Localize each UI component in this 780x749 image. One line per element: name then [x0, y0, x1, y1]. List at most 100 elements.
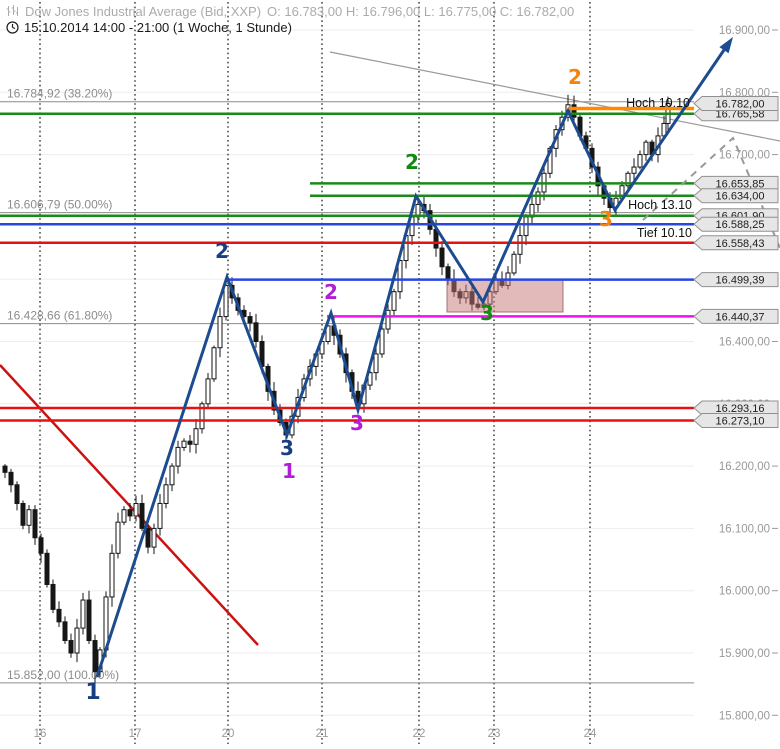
candle-body	[2, 465, 8, 473]
candle-body	[127, 509, 133, 517]
x-axis-label: 23	[488, 728, 501, 740]
candle-body	[253, 322, 259, 342]
candle-body	[92, 640, 98, 673]
wave-label-navy-2[interactable]: 2	[215, 239, 229, 263]
price-tag-value: 16.653,85	[716, 178, 765, 190]
candle-body	[637, 154, 643, 168]
candle-body	[163, 484, 169, 504]
candle-body	[62, 621, 68, 642]
price-tag-value: 16.634,00	[716, 191, 765, 203]
ohlc-values: O: 16.783,00 H: 16.796,00 L: 16.775,00 C…	[267, 3, 575, 19]
candle-body	[133, 502, 139, 517]
candle-body	[187, 440, 193, 445]
x-axis-label: 20	[222, 728, 235, 740]
level-annotation: Tief 10.10	[637, 226, 692, 240]
price-tag[interactable]	[693, 216, 779, 232]
instrument-name: Dow Jones Industrial Average (Bid, XXP)	[25, 3, 262, 19]
wave-label-orange-3[interactable]: 3	[599, 207, 613, 231]
wave-label-navy-1[interactable]: 1	[85, 680, 100, 705]
wave-label-green-3[interactable]: 3	[480, 301, 494, 325]
timeframe-label: 15.10.2014 14:00 - 21:00 (1 Woche, 1 Stu…	[24, 19, 292, 35]
candle-body	[205, 378, 211, 405]
price-tag-value: 16.273,10	[716, 416, 765, 428]
candle-body	[223, 284, 229, 318]
candle-body	[373, 353, 379, 374]
price-tag[interactable]	[693, 272, 779, 288]
candle-body	[109, 552, 115, 598]
candlestick-icon	[6, 5, 18, 16]
candle-body	[199, 403, 205, 430]
candle-body	[439, 247, 445, 268]
y-axis-label: 16.000,00	[719, 586, 770, 598]
y-axis-label: 15.900,00	[719, 648, 770, 660]
candle-body	[325, 325, 331, 342]
price-tag[interactable]	[693, 188, 779, 204]
wave-label-purple-2[interactable]: 2	[324, 280, 338, 304]
wave-label-orange-2[interactable]: 2	[568, 65, 582, 89]
candle-body	[643, 141, 649, 156]
red-trendline[interactable]	[0, 364, 259, 646]
price-tag-value: 16.782,00	[716, 99, 765, 111]
candle-body	[26, 509, 32, 526]
price-tag-value: 16.293,16	[716, 403, 765, 415]
price-tag-value: 16.499,39	[716, 275, 765, 287]
candle-body	[151, 527, 157, 548]
wave-label-purple-3[interactable]: 3	[350, 411, 364, 435]
wave-label-navy-3[interactable]: 3	[280, 436, 294, 460]
candle-body	[625, 172, 631, 187]
candle-body	[68, 640, 74, 654]
fib-label: 16.606,79 (50.00%)	[7, 198, 112, 212]
wave-label-purple-1[interactable]: 1	[282, 459, 296, 483]
x-axis-label: 16	[34, 728, 47, 740]
candle-body	[247, 316, 253, 324]
y-axis-label: 16.100,00	[719, 523, 770, 535]
y-axis-label: 16.700,00	[719, 150, 770, 162]
level-annotation: Hoch 13.10	[628, 198, 692, 212]
candle-body	[32, 509, 38, 539]
price-tag[interactable]	[693, 175, 779, 191]
x-axis-label: 21	[316, 728, 329, 740]
price-tag[interactable]	[693, 413, 779, 429]
chart-titlebar: Dow Jones Industrial Average (Bid, XXP) …	[6, 3, 574, 19]
price-tag[interactable]	[693, 235, 779, 251]
price-tag[interactable]	[693, 400, 779, 416]
candle-body	[38, 537, 44, 554]
candle-body	[20, 502, 26, 526]
candle-body	[44, 552, 50, 585]
candle-body	[571, 104, 577, 118]
candle-body	[367, 372, 373, 386]
gray-trendline[interactable]	[329, 51, 780, 142]
candle-body	[115, 521, 121, 554]
candle-body	[14, 484, 20, 504]
price-tag[interactable]	[693, 96, 779, 112]
x-axis-label: 17	[129, 728, 142, 740]
candle-body	[535, 191, 541, 205]
candle-body	[169, 465, 175, 486]
candle-body	[211, 347, 217, 380]
candle-body	[56, 608, 62, 623]
x-axis-label: 24	[584, 728, 597, 740]
y-axis-label: 16.400,00	[719, 337, 770, 349]
candle-body	[145, 527, 151, 548]
candle-body	[8, 471, 14, 486]
candle-body	[121, 509, 127, 523]
y-axis-label: 15.800,00	[719, 710, 770, 722]
candle-body	[511, 253, 517, 274]
fib-label: 16.784,92 (38.20%)	[7, 87, 112, 101]
wave-label-green-2[interactable]: 2	[405, 150, 419, 174]
candle-body	[193, 428, 199, 445]
fib-label: 15.852,00 (100.00%)	[7, 668, 119, 682]
candle-body	[175, 446, 181, 467]
candle-body	[80, 599, 86, 629]
elliott-zigzag-line[interactable]	[95, 49, 726, 678]
support-zone-box[interactable]	[446, 278, 564, 313]
price-tag[interactable]	[693, 308, 779, 324]
candle-body	[385, 309, 391, 330]
price-tag-value: 16.588,25	[716, 219, 765, 231]
price-tag-value: 16.440,37	[716, 311, 765, 323]
y-axis-label: 16.900,00	[719, 25, 770, 37]
clock-icon	[6, 20, 19, 34]
fib-label: 16.428,66 (61.80%)	[7, 309, 112, 323]
